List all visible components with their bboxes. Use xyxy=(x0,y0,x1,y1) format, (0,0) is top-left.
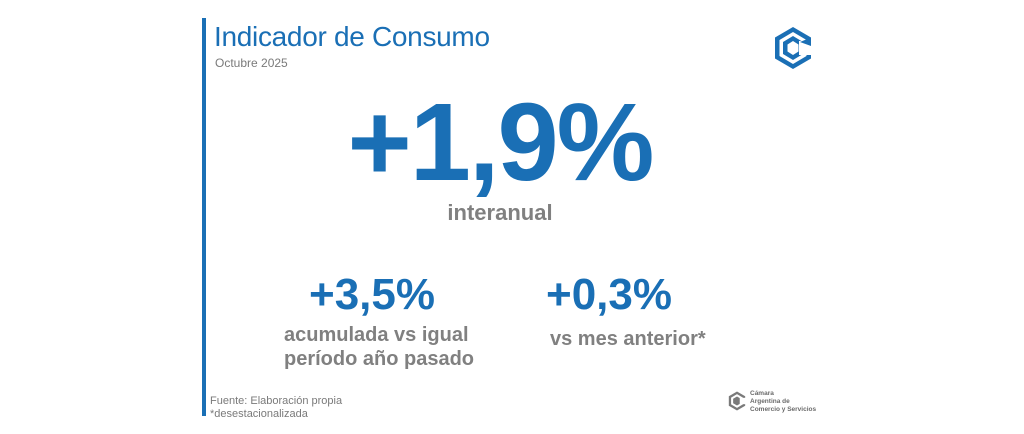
page-title: Indicador de Consumo xyxy=(214,21,490,52)
period-subtitle: Octubre 2025 xyxy=(215,56,288,70)
kpi-accumulated-label: acumulada vs igual período año pasado xyxy=(284,323,484,371)
seasonal-note: *desestacionalizada xyxy=(210,408,308,421)
kpi-monthly-label: vs mes anterior* xyxy=(550,328,706,350)
source-note: Fuente: Elaboración propia xyxy=(210,395,343,407)
organization-line2: Argentina de xyxy=(750,398,790,406)
organization-name: Cámara Argentina de Comercio y Servicios xyxy=(750,390,816,414)
hero-value: +1,9% xyxy=(347,81,655,204)
cac-logo-icon xyxy=(775,27,813,69)
accent-vertical-bar xyxy=(202,18,206,416)
kpi-monthly-value: +0,3% xyxy=(546,270,672,319)
organization-line1: Cámara xyxy=(750,390,774,397)
organization-line3: Comercio y Servicios xyxy=(750,406,817,414)
kpi-accumulated-label-line1: acumulada vs igual xyxy=(284,324,469,346)
cac-logo-icon xyxy=(728,391,747,411)
footer-notes: Fuente: Elaboración propia *desestaciona… xyxy=(210,395,342,421)
hero-label: interanual xyxy=(447,200,553,225)
kpi-accumulated-value: +3,5% xyxy=(309,270,435,319)
kpi-accumulated-label-line2: período año pasado xyxy=(284,348,475,370)
